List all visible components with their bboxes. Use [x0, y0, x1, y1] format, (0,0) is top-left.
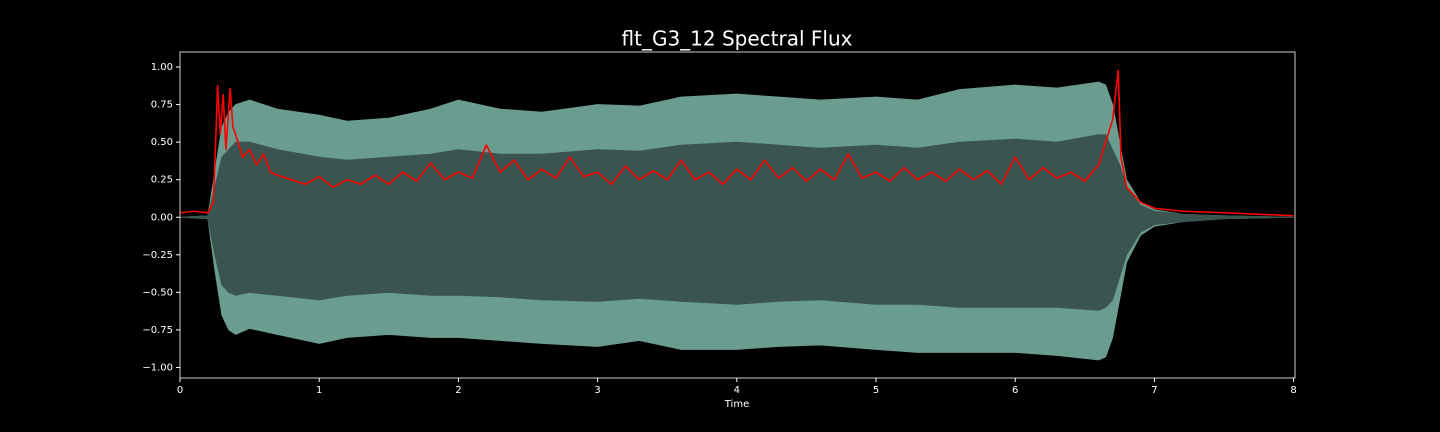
y-tick-label: 0.75 [151, 100, 173, 111]
y-tick-label: 1.00 [151, 62, 173, 73]
waveform-area [179, 134, 1294, 311]
x-tick-label: 1 [316, 385, 322, 396]
y-tick-label: −0.25 [142, 250, 173, 261]
x-tick-label: 6 [1012, 385, 1018, 396]
y-tick-label: 0.25 [151, 175, 173, 186]
x-axis-label: Time [724, 399, 749, 410]
x-tick-label: 2 [455, 385, 461, 396]
chart-title: flt_G3_12 Spectral Flux [622, 27, 853, 51]
y-tick-label: −0.50 [142, 287, 173, 298]
x-tick-label: 0 [177, 385, 183, 396]
y-tick-label: 0.00 [151, 212, 173, 223]
x-tick-label: 8 [1290, 385, 1296, 396]
y-tick-label: −1.00 [142, 362, 173, 373]
y-tick-label: −0.75 [142, 325, 173, 336]
y-tick-label: 0.50 [151, 137, 173, 148]
x-tick-label: 4 [734, 385, 740, 396]
flux-line [179, 69, 1294, 217]
x-tick-label: 3 [594, 385, 600, 396]
x-tick-label: 5 [873, 385, 879, 396]
plot-frame [179, 51, 1296, 379]
x-tick-label: 7 [1151, 385, 1157, 396]
